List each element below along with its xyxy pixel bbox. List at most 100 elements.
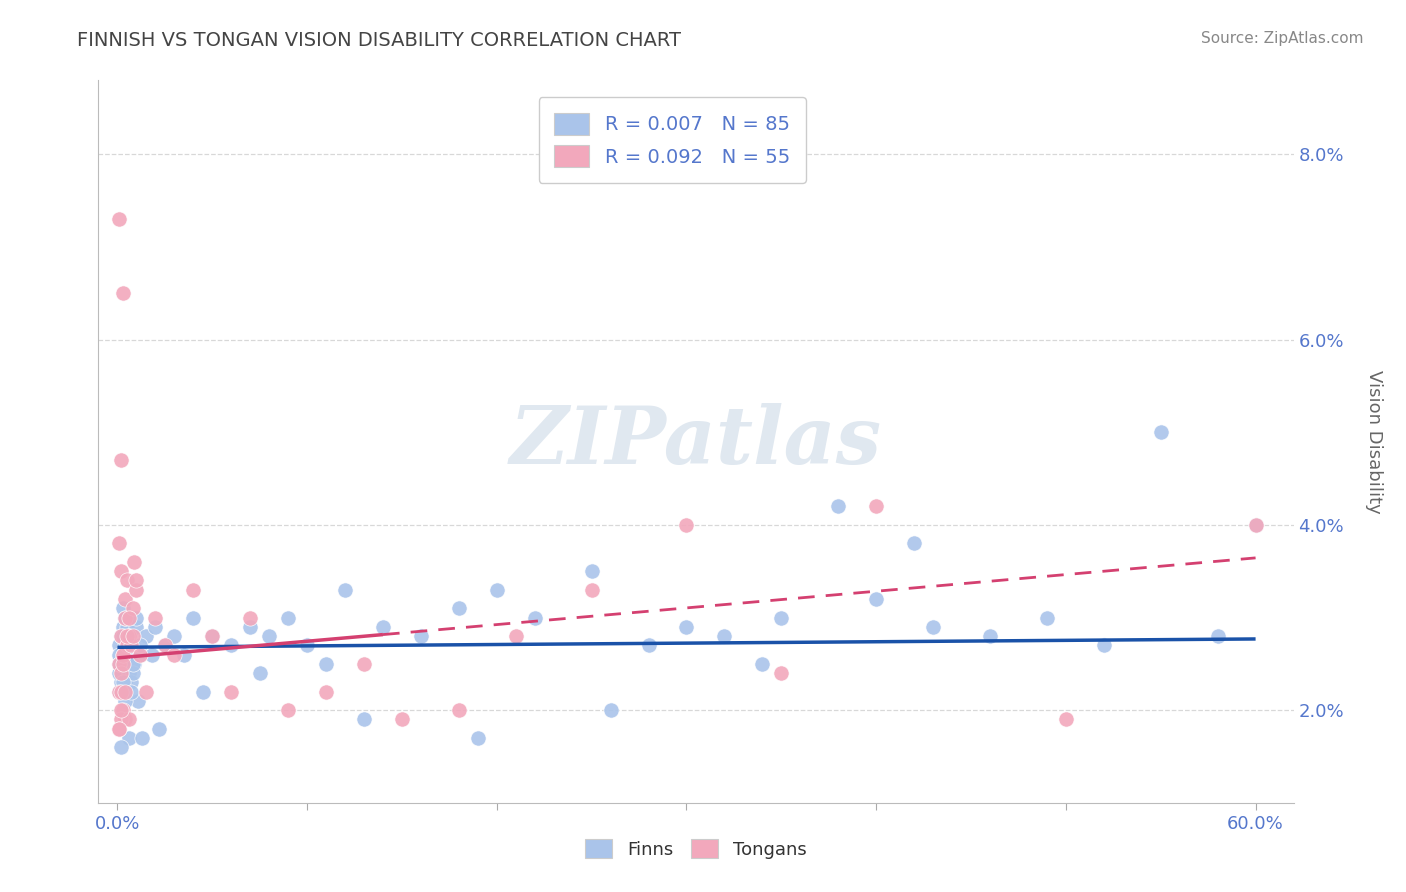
Y-axis label: Vision Disability: Vision Disability	[1365, 369, 1384, 514]
Point	[770, 666, 793, 681]
Point	[371, 620, 394, 634]
Point	[135, 684, 157, 698]
Point	[110, 684, 132, 698]
Point	[153, 638, 176, 652]
Point	[110, 657, 132, 671]
Point	[114, 610, 136, 624]
Point	[118, 666, 141, 681]
Point	[115, 638, 138, 652]
Point	[523, 610, 546, 624]
Point	[115, 629, 138, 643]
Point	[118, 713, 141, 727]
Point	[135, 629, 157, 643]
Point	[295, 638, 318, 652]
Point	[115, 638, 138, 652]
Point	[114, 610, 136, 624]
Point	[124, 657, 146, 671]
Point	[121, 629, 143, 643]
Point	[118, 610, 141, 624]
Point	[114, 592, 136, 607]
Point	[114, 648, 136, 662]
Point	[112, 675, 135, 690]
Point	[115, 620, 138, 634]
Point	[114, 610, 136, 624]
Point	[110, 666, 132, 681]
Legend: Finns, Tongans: Finns, Tongans	[578, 832, 814, 866]
Point	[110, 564, 132, 578]
Point	[112, 703, 135, 717]
Point	[110, 684, 132, 698]
Point	[110, 675, 132, 690]
Point	[114, 675, 136, 690]
Point	[108, 212, 131, 227]
Point	[125, 620, 148, 634]
Point	[118, 731, 141, 745]
Text: Source: ZipAtlas.com: Source: ZipAtlas.com	[1201, 31, 1364, 46]
Point	[1092, 638, 1115, 652]
Point	[391, 713, 413, 727]
Point	[120, 638, 142, 652]
Point	[110, 740, 132, 755]
Point	[751, 657, 773, 671]
Point	[108, 638, 131, 652]
Point	[770, 610, 793, 624]
Point	[485, 582, 508, 597]
Point	[1036, 610, 1059, 624]
Point	[277, 610, 299, 624]
Point	[108, 684, 131, 698]
Point	[1244, 517, 1267, 532]
Point	[120, 684, 142, 698]
Point	[173, 648, 195, 662]
Point	[112, 657, 135, 671]
Point	[1206, 629, 1229, 643]
Point	[249, 666, 271, 681]
Point	[108, 657, 131, 671]
Point	[979, 629, 1001, 643]
Point	[108, 722, 131, 736]
Point	[257, 629, 280, 643]
Point	[114, 694, 136, 708]
Point	[112, 286, 135, 301]
Point	[110, 629, 132, 643]
Point	[675, 517, 697, 532]
Point	[239, 620, 262, 634]
Point	[129, 648, 152, 662]
Point	[129, 638, 152, 652]
Point	[713, 629, 735, 643]
Point	[108, 666, 131, 681]
Point	[219, 638, 242, 652]
Point	[118, 629, 141, 643]
Point	[148, 722, 170, 736]
Point	[599, 703, 621, 717]
Point	[1244, 517, 1267, 532]
Point	[112, 648, 135, 662]
Point	[131, 731, 153, 745]
Point	[118, 648, 141, 662]
Text: ZIPatlas: ZIPatlas	[510, 403, 882, 480]
Point	[125, 574, 148, 588]
Point	[447, 601, 470, 615]
Point	[127, 694, 149, 708]
Point	[108, 648, 131, 662]
Point	[125, 582, 148, 597]
Point	[121, 666, 143, 681]
Point	[637, 638, 659, 652]
Point	[110, 453, 132, 467]
Point	[153, 638, 176, 652]
Point	[865, 500, 887, 514]
Point	[353, 713, 375, 727]
Point	[110, 713, 132, 727]
Point	[219, 684, 242, 698]
Point	[191, 684, 214, 698]
Point	[129, 648, 152, 662]
Point	[827, 500, 849, 514]
Point	[581, 564, 603, 578]
Point	[353, 657, 375, 671]
Point	[163, 648, 186, 662]
Point	[1150, 425, 1173, 440]
Point	[143, 610, 166, 624]
Point	[333, 582, 356, 597]
Point	[239, 610, 262, 624]
Point	[903, 536, 925, 550]
Point	[118, 629, 141, 643]
